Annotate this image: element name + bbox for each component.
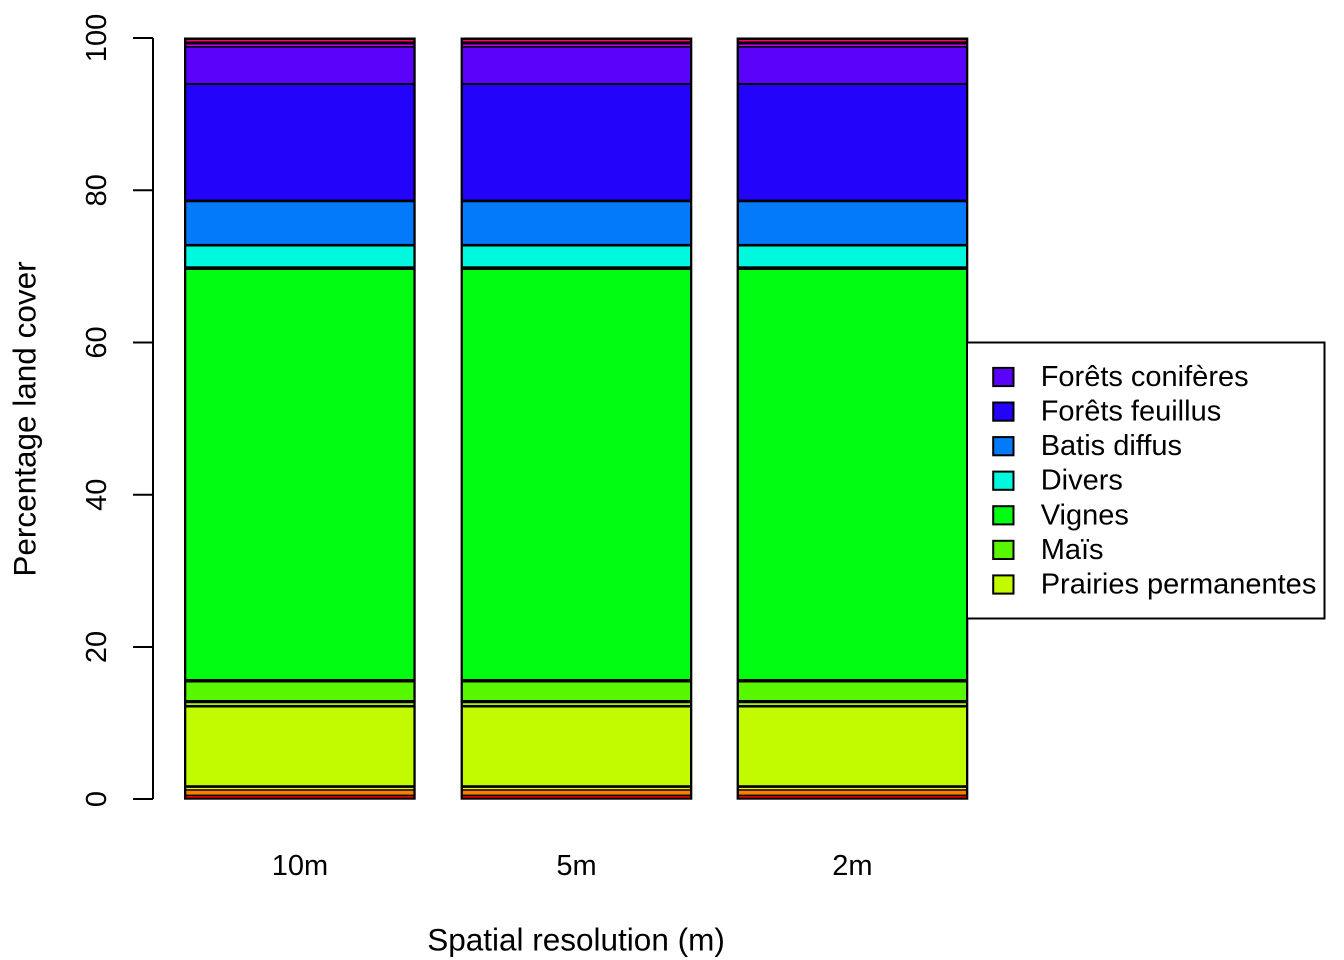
svg-text:2m: 2m — [832, 850, 872, 882]
svg-text:Vignes: Vignes — [1041, 499, 1129, 531]
svg-text:Forêts feuillus: Forêts feuillus — [1041, 396, 1222, 428]
svg-text:Maïs: Maïs — [1041, 534, 1104, 566]
svg-text:10m: 10m — [272, 850, 328, 882]
svg-text:Percentage land cover: Percentage land cover — [7, 261, 43, 576]
svg-text:80: 80 — [81, 174, 113, 206]
svg-text:0: 0 — [81, 791, 113, 807]
svg-text:Prairies permanentes: Prairies permanentes — [1041, 569, 1317, 601]
svg-text:40: 40 — [81, 479, 113, 511]
svg-text:Divers: Divers — [1041, 465, 1123, 497]
svg-text:5m: 5m — [556, 850, 596, 882]
svg-text:Forêts conifères: Forêts conifères — [1041, 361, 1249, 393]
svg-text:60: 60 — [81, 326, 113, 358]
svg-text:Batis diffus: Batis diffus — [1041, 430, 1182, 462]
svg-text:20: 20 — [81, 631, 113, 663]
svg-text:100: 100 — [81, 14, 113, 62]
svg-text:Spatial resolution (m): Spatial resolution (m) — [427, 922, 725, 958]
